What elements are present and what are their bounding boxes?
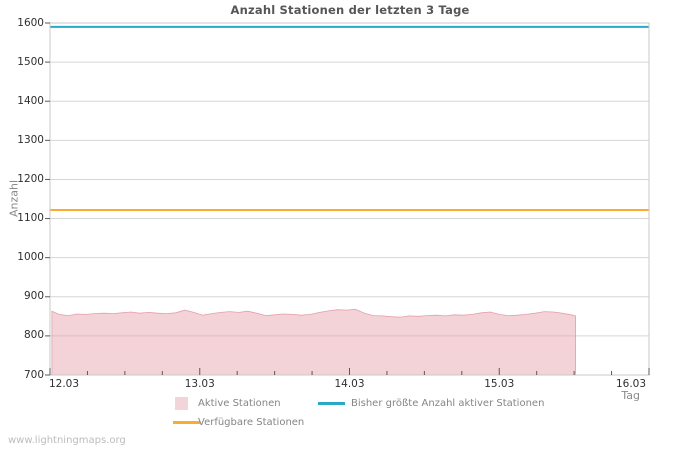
x-tick-label: 16.03 — [615, 378, 647, 390]
active-stations-area — [51, 308, 576, 376]
x-tick-label: 14.03 — [334, 378, 365, 390]
y-tick-label: 800 — [23, 329, 44, 342]
y-tick-label: 1400 — [17, 94, 44, 107]
y-tick-label: 1500 — [17, 55, 44, 68]
y-tick-label: 700 — [23, 368, 44, 381]
x-tick-label: 12.03 — [48, 378, 80, 390]
y-tick-label: 1000 — [17, 251, 44, 264]
legend-label-max-active-stations: Bisher größte Anzahl aktiver Stationen — [351, 398, 545, 409]
y-tick-label: 1200 — [17, 172, 44, 185]
x-tick-label: 15.03 — [484, 378, 515, 390]
y-tick-label: 1100 — [17, 212, 44, 225]
legend-label-available-stations: Verfügbare Stationen — [198, 417, 305, 428]
y-tick-label: 1300 — [17, 133, 44, 146]
watermark: www.lightningmaps.org — [8, 435, 126, 446]
y-tick-label: 900 — [23, 290, 44, 303]
chart-title: Anzahl Stationen der letzten 3 Tage — [230, 3, 470, 17]
legend-swatch-available-stations — [173, 421, 200, 424]
legend-swatch-active-stations — [175, 397, 188, 410]
legend-label-active-stations: Aktive Stationen — [198, 398, 281, 409]
y-tick-label: 1600 — [17, 16, 44, 29]
x-tick-label: 13.03 — [184, 378, 215, 390]
x-axis-title: Tag — [621, 389, 640, 402]
legend-swatch-max-active-stations — [318, 402, 345, 405]
